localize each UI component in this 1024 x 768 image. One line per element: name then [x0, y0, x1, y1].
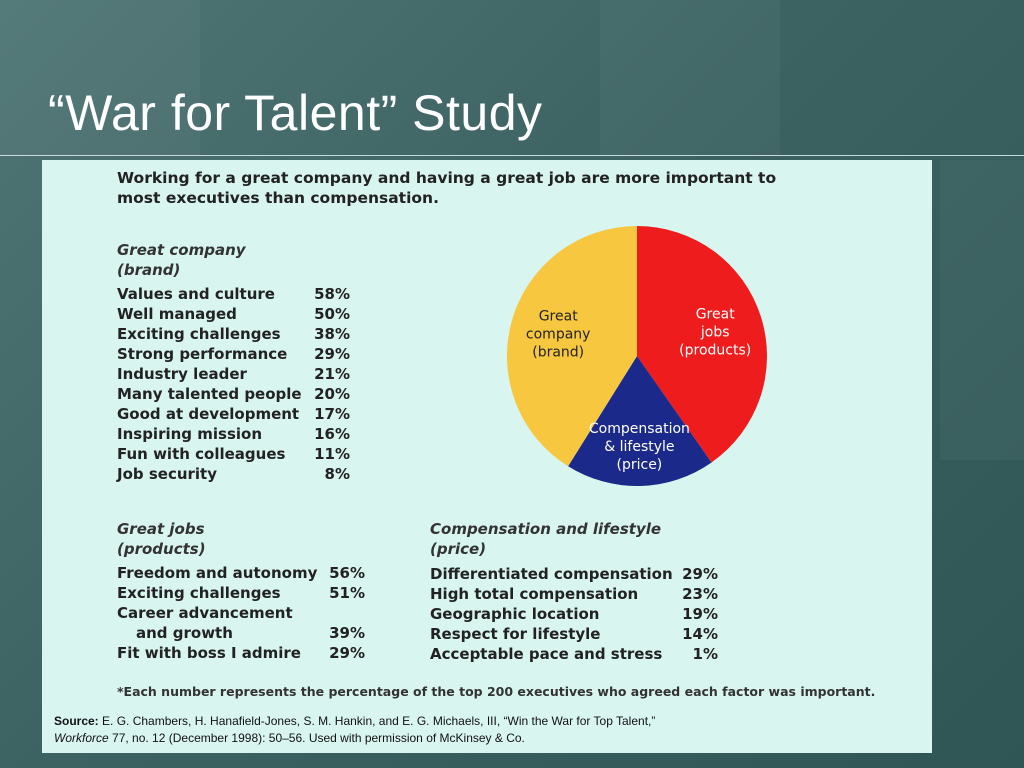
source-citation: Source: E. G. Chambers, H. Hanafield-Jon… [54, 713, 694, 747]
list-item: Inspiring mission 16% [117, 424, 350, 444]
great-company-list: Values and culture 58% Well managed 50% Ex… [117, 284, 350, 484]
great-company-heading: Great company (brand) [117, 240, 246, 280]
list-item: High total compensation 23% [430, 584, 718, 604]
list-item: Good at development 17% [117, 404, 350, 424]
list-item: Exciting challenges 51% [117, 583, 365, 603]
footnote: *Each number represents the percentage o… [117, 684, 876, 699]
list-item: Differentiated compensation 29% [430, 564, 718, 584]
factor-label: Fit with boss I admire [117, 644, 301, 662]
pie-slice-2 [506, 226, 637, 467]
factor-value: 16% [314, 425, 350, 443]
factor-value: 38% [314, 325, 350, 343]
factor-value: 19% [682, 605, 718, 623]
list-item: Fit with boss I admire 29% [117, 643, 365, 663]
great-jobs-heading-line2: (products) [117, 540, 206, 558]
pie-chart: Great jobs (products) Compensation & lifesty… [506, 226, 767, 487]
compensation-list: Differentiated compensation 29% High tota… [430, 564, 718, 664]
factor-value: 11% [314, 445, 350, 463]
factor-value: 58% [314, 285, 350, 303]
great-jobs-list: Freedom and autonomy 56% Exciting challen… [117, 563, 365, 663]
pie-slice-label-0: Great jobs (products) [679, 306, 751, 358]
list-item: Industry leader 21% [117, 364, 350, 384]
factor-label: High total compensation [430, 585, 639, 603]
title-divider [0, 155, 1024, 156]
great-jobs-heading: Great jobs (products) [117, 519, 206, 559]
pie-slice-label-2: Great company (brand) [526, 308, 591, 360]
pie-slice-0 [637, 226, 767, 463]
factor-label: Exciting challenges [117, 584, 281, 602]
factor-value: 56% [329, 564, 365, 582]
factor-value: 14% [682, 625, 718, 643]
factor-value: 29% [329, 644, 365, 662]
source-label: Source: [54, 714, 99, 728]
compensation-heading-line2: (price) [430, 540, 487, 558]
list-item: Career advancement [117, 603, 365, 623]
factor-value: 17% [314, 405, 350, 423]
great-company-heading-line2: (brand) [117, 261, 181, 279]
factor-value: 8% [324, 465, 350, 483]
factor-value: 39% [329, 624, 365, 642]
source-journal: Workforce [54, 731, 109, 745]
factor-value: 1% [692, 645, 718, 663]
background-tile [0, 0, 200, 155]
factor-label: Job security [117, 465, 218, 483]
list-item: Values and culture 58% [117, 284, 350, 304]
pie-slice-label-1: Compensation & lifestyle (price) [589, 421, 690, 473]
factor-label: Good at development [117, 405, 300, 423]
compensation-heading: Compensation and lifestyle (price) [430, 519, 661, 559]
factor-value: 29% [314, 345, 350, 363]
list-item: Job security 8% [117, 464, 350, 484]
factor-label: Career advancement [117, 604, 293, 622]
background-tile [600, 0, 780, 155]
factor-value: 23% [682, 585, 718, 603]
factor-label: Acceptable pace and stress [430, 645, 663, 663]
factor-label: Geographic location [430, 605, 600, 623]
source-text-before: E. G. Chambers, H. Hanafield-Jones, S. M… [102, 714, 656, 728]
list-item: Freedom and autonomy 56% [117, 563, 365, 583]
factor-value: 20% [314, 385, 350, 403]
factor-label: Values and culture [117, 285, 275, 303]
list-item: Fun with colleagues 11% [117, 444, 350, 464]
list-item: Geographic location 19% [430, 604, 718, 624]
slide-title: “War for Talent” Study [48, 85, 543, 141]
compensation-heading-line1: Compensation and lifestyle [430, 520, 662, 538]
factor-label: Freedom and autonomy [117, 564, 318, 582]
figure-panel: Working for a great company and having a… [42, 160, 932, 753]
factor-value: 51% [329, 584, 365, 602]
list-item: Respect for lifestyle 14% [430, 624, 718, 644]
list-item: Many talented people 20% [117, 384, 350, 404]
factor-label: Respect for lifestyle [430, 625, 601, 643]
factor-value: 21% [314, 365, 350, 383]
factor-label: Many talented people [117, 385, 302, 403]
list-item: Strong performance 29% [117, 344, 350, 364]
factor-value: 50% [314, 305, 350, 323]
pie-slice-1 [568, 356, 712, 487]
factor-label: Strong performance [117, 345, 288, 363]
factor-label: Well managed [117, 305, 237, 323]
list-item: Exciting challenges 38% [117, 324, 350, 344]
list-item: and growth 39% [117, 623, 365, 643]
factor-label: and growth [136, 624, 233, 642]
factor-label: Industry leader [117, 365, 247, 383]
source-text-after: 77, no. 12 (December 1998): 50–56. Used … [108, 731, 525, 745]
factor-label: Fun with colleagues [117, 445, 286, 463]
great-jobs-heading-line1: Great jobs [117, 520, 205, 538]
factor-label: Inspiring mission [117, 425, 262, 443]
list-item: Acceptable pace and stress 1% [430, 644, 718, 664]
factor-label: Exciting challenges [117, 325, 281, 343]
factor-label: Differentiated compensation [430, 565, 673, 583]
factor-value: 29% [682, 565, 718, 583]
great-company-heading-line1: Great company [117, 241, 246, 259]
figure-headline: Working for a great company and having a… [117, 169, 777, 207]
background-tile [940, 160, 1024, 460]
list-item: Well managed 50% [117, 304, 350, 324]
